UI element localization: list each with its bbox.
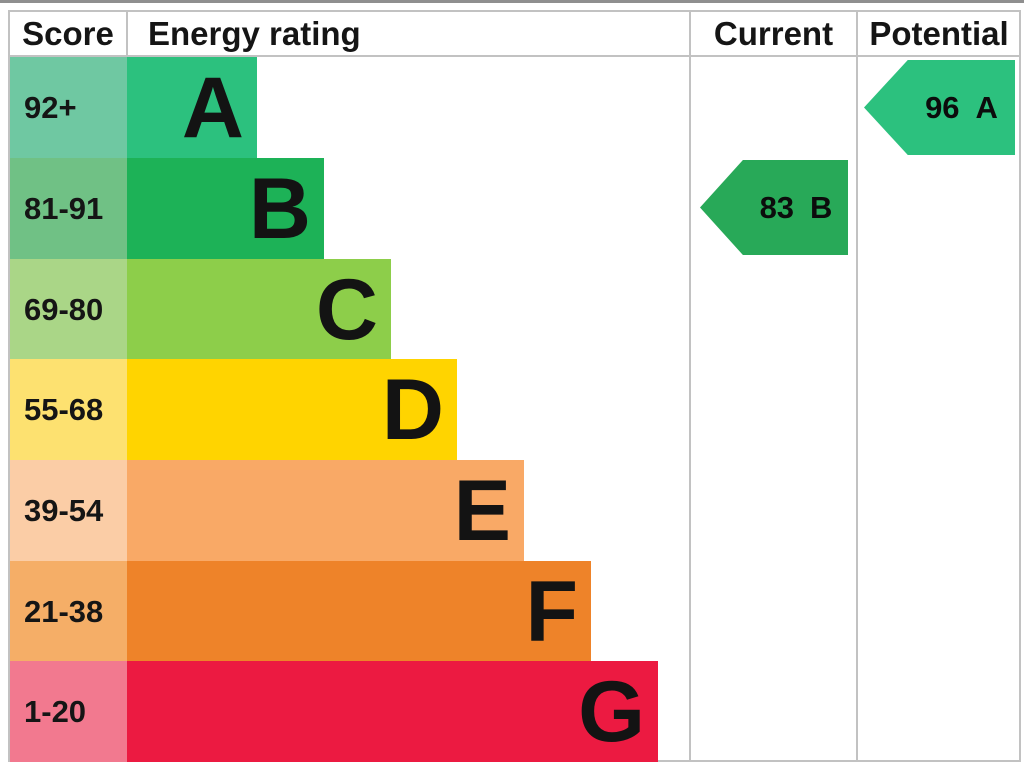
band-d-bar: D [127, 359, 457, 460]
band-e-bar: E [127, 460, 524, 561]
band-c-score-range: 69-80 [24, 291, 104, 327]
band-d-letter: D [381, 361, 444, 458]
band-row-c: 69-80 C [10, 259, 689, 360]
band-g-letter: G [578, 663, 645, 760]
band-d-score-range: 55-68 [24, 391, 104, 427]
band-b-score-cell: 81-91 [10, 158, 127, 259]
band-f-letter: F [525, 563, 578, 660]
band-g-score-range: 1-20 [24, 693, 87, 729]
current-column-header: Current [713, 14, 834, 52]
header-divider [8, 55, 1021, 57]
band-row-a: 92+ A [10, 57, 689, 158]
current-rating-letter: B [810, 189, 833, 225]
current-rating-value: 83 [759, 189, 795, 225]
band-row-e: 39-54 E [10, 460, 689, 561]
band-a-letter: A [181, 59, 244, 156]
band-row-g: 1-20 G [10, 661, 689, 762]
band-c-bar: C [127, 259, 391, 360]
band-c-score-cell: 69-80 [10, 259, 127, 360]
potential-rating-value: 96 [925, 89, 960, 125]
energy-rating-column-header: Energy rating [148, 14, 361, 52]
band-e-score-range: 39-54 [24, 492, 104, 528]
current-column-divider [689, 10, 691, 762]
potential-rating-letter: A [975, 89, 998, 125]
band-g-bar: G [127, 661, 658, 762]
potential-column-divider [856, 10, 858, 762]
band-a-bar: A [127, 57, 257, 158]
band-row-d: 55-68 D [10, 359, 689, 460]
score-column-divider [126, 10, 128, 57]
band-b-score-range: 81-91 [24, 190, 104, 226]
band-f-score-range: 21-38 [24, 593, 104, 629]
band-e-score-cell: 39-54 [10, 460, 127, 561]
top-border-strip [0, 0, 1024, 3]
band-row-b: 81-91 B [10, 158, 689, 259]
band-d-score-cell: 55-68 [10, 359, 127, 460]
band-a-score-range: 92+ [24, 89, 77, 125]
band-e-letter: E [453, 462, 511, 559]
band-g-score-cell: 1-20 [10, 661, 127, 762]
band-b-bar: B [127, 158, 324, 259]
band-row-f: 21-38 F [10, 561, 689, 662]
band-f-bar: F [127, 561, 591, 662]
band-a-score-cell: 92+ [10, 57, 127, 158]
score-column-header: Score [22, 14, 114, 52]
band-f-score-cell: 21-38 [10, 561, 127, 662]
band-b-letter: B [248, 160, 311, 257]
potential-column-header: Potential [869, 14, 1009, 52]
band-c-letter: C [315, 261, 378, 358]
